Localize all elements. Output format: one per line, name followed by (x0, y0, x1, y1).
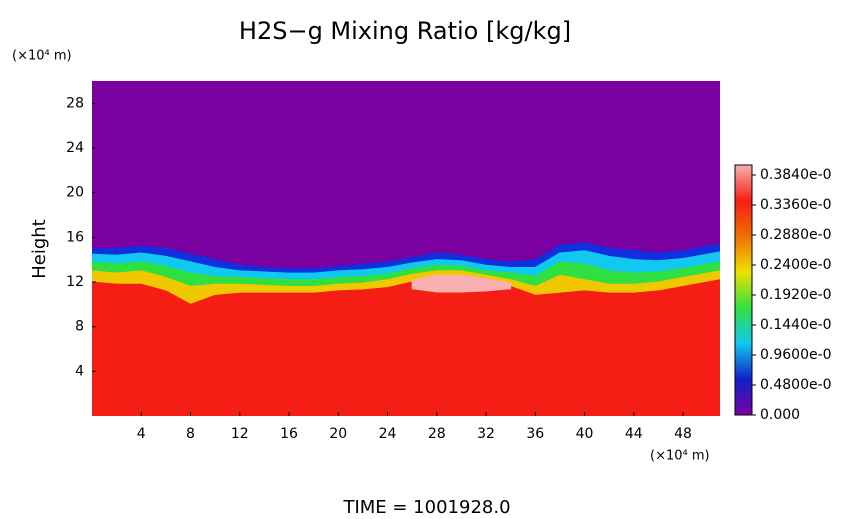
plot-area (92, 81, 720, 416)
y-tick-label: 28 (66, 95, 84, 111)
chart-title: H2S−g Mixing Ratio [kg/kg] (239, 17, 571, 45)
colorbar-tick-label: 0.1440e-0 (760, 317, 832, 333)
colorbar-tick-label: 0.4800e-0 (760, 377, 832, 393)
x-tick-label: 4 (137, 426, 146, 442)
colorbar-tick-label: 0.3840e-0 (760, 167, 832, 183)
x-tick-label: 36 (526, 426, 544, 442)
x-tick-label: 40 (576, 426, 594, 442)
y-tick-label: 20 (66, 185, 84, 201)
x-tick-label: 20 (329, 426, 347, 442)
x-tick-label: 12 (231, 426, 249, 442)
y-tick-label: 12 (66, 274, 84, 290)
colorbar (734, 164, 753, 416)
colorbar-tick-label: 0.1920e-0 (760, 287, 832, 303)
x-tick-label: 48 (674, 426, 692, 442)
y-tick-label: 8 (75, 319, 84, 335)
y-tick-label: 4 (75, 363, 84, 379)
y-tick-label: 16 (66, 229, 84, 245)
y-unit: (×10⁴ m) (12, 49, 72, 64)
x-tick-label: 28 (428, 426, 446, 442)
y-tick-label: 24 (66, 140, 84, 156)
colorbar-tick-label: 0.000 (760, 407, 800, 423)
x-tick-label: 8 (186, 426, 195, 442)
footer: TIME = 1001928.0 (342, 497, 510, 518)
colorbar-tick-label: 0.3360e-0 (760, 197, 832, 213)
colorbar-tick-label: 0.2880e-0 (760, 227, 832, 243)
x-tick-label: 44 (625, 426, 643, 442)
x-unit: (×10⁴ m) (650, 449, 710, 464)
colorbar-tick-label: 0.2400e-0 (760, 257, 832, 273)
x-tick-label: 16 (280, 426, 298, 442)
x-tick-label: 24 (379, 426, 397, 442)
x-tick-label: 32 (477, 426, 495, 442)
contour-band (411, 274, 512, 293)
colorbar-tick-label: 0.9600e-0 (760, 347, 832, 363)
y-axis-label: Height (29, 219, 50, 279)
